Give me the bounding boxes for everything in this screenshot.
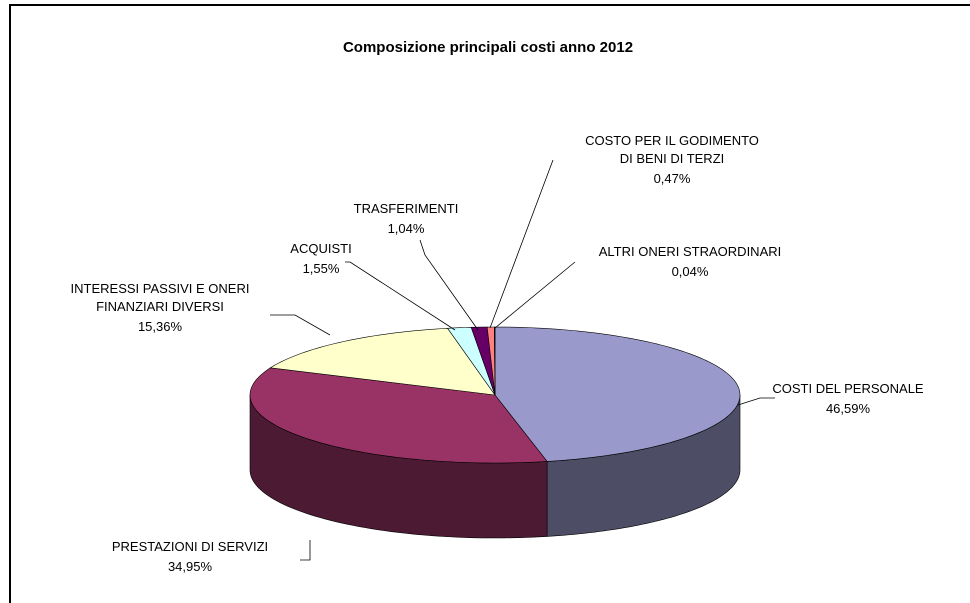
slice-value-label: 34,95% (168, 559, 213, 574)
slice-label: COSTO PER IL GODIMENTO DI BENI DI TERZI (585, 133, 759, 166)
slice-value-label: 0,04% (672, 264, 709, 279)
leader-line (300, 540, 311, 561)
label-line: FINANZIARI DIVERSI (96, 299, 224, 314)
slice-label: ALTRI ONERI STRAORDINARI (599, 244, 782, 259)
leader-line (270, 314, 331, 336)
slice-value-label: 1,55% (303, 261, 340, 276)
slice (269, 327, 496, 396)
slice-value-label: 46,59% (826, 401, 871, 416)
slice-label: PRESTAZIONI DI SERVIZI (112, 539, 268, 554)
slice-value-label: 1,04% (388, 221, 425, 236)
slice-label: TRASFERIMENTI (354, 201, 459, 216)
slice (494, 326, 496, 396)
chart-title: Composizione principali costi anno 2012 (343, 39, 633, 56)
label-line: PRESTAZIONI DI SERVIZI (112, 539, 268, 554)
leader-line (494, 261, 576, 329)
leader-line (419, 239, 479, 331)
slice-label: COSTI DEL PERSONALE (772, 381, 924, 396)
slice-label: ACQUISTI (290, 241, 351, 256)
slice-value-label: 15,36% (138, 319, 183, 334)
label-line: COSTO PER IL GODIMENTO (585, 133, 759, 148)
slice (249, 367, 548, 464)
leader-line (737, 397, 775, 406)
slice-label: INTERESSI PASSIVI E ONERI FINANZIARI DIVE… (71, 281, 250, 314)
slice (494, 326, 741, 462)
label-line: TRASFERIMENTI (354, 201, 459, 216)
label-line: ACQUISTI (290, 241, 351, 256)
slice-value-label: 0,47% (654, 171, 691, 186)
label-line: COSTI DEL PERSONALE (772, 381, 924, 396)
label-line: INTERESSI PASSIVI E ONERI (71, 281, 250, 296)
leader-line (345, 261, 456, 331)
label-line: DI BENI DI TERZI (620, 151, 725, 166)
label-line: ALTRI ONERI STRAORDINARI (599, 244, 782, 259)
leader-line (489, 159, 554, 329)
